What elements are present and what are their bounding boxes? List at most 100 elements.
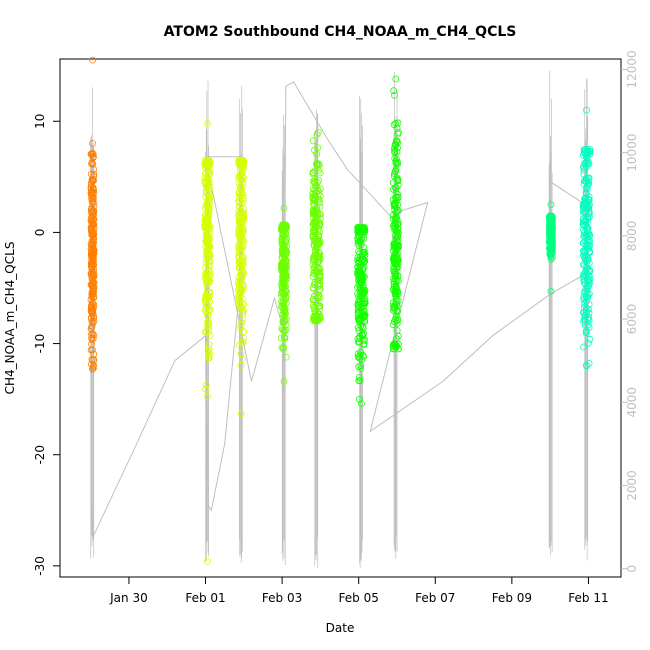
y-tick-label: 10 [33, 114, 47, 129]
data-point-outlier [203, 120, 211, 127]
data-point [580, 318, 587, 326]
data-point [236, 222, 244, 230]
data-point [201, 170, 209, 178]
data-point [360, 313, 368, 321]
data-point [391, 219, 399, 227]
y-tick-label: 0 [33, 229, 47, 237]
data-point [390, 340, 398, 348]
data-point [311, 234, 318, 242]
data-point [201, 179, 209, 187]
data-point [206, 161, 214, 169]
data-point-outlier [237, 158, 245, 166]
data-point [206, 271, 214, 279]
data-point [309, 206, 317, 214]
y2-tick-label: 12000 [625, 50, 639, 88]
data-point [87, 260, 95, 268]
data-point [280, 259, 288, 267]
x-tick-label: Feb 07 [415, 591, 455, 605]
data-point [90, 153, 97, 160]
data-point [547, 248, 554, 256]
data-point-outlier [583, 362, 590, 370]
data-point-outlier [357, 400, 365, 408]
data-point [355, 338, 363, 346]
data-point [580, 170, 588, 178]
data-point [359, 332, 367, 340]
data-point [355, 317, 363, 325]
data-point [583, 214, 591, 222]
data-point [205, 259, 213, 267]
data-point [281, 334, 289, 342]
data-point [354, 301, 362, 309]
data-point [393, 264, 401, 272]
data-point [389, 307, 397, 314]
data-point [87, 304, 95, 312]
data-point-outlier [203, 558, 211, 565]
data-point [88, 198, 96, 206]
data-point [355, 304, 363, 312]
data-point [357, 224, 365, 232]
data-point [354, 271, 362, 279]
data-point [390, 145, 398, 153]
data-point [355, 247, 363, 255]
data-point [311, 307, 319, 315]
data-point [580, 343, 587, 351]
data-point [309, 296, 317, 304]
altitude-line [91, 81, 590, 536]
data-point [204, 193, 212, 201]
data-point [205, 318, 213, 326]
data-point [310, 263, 318, 271]
data-point-outlier [313, 316, 321, 324]
data-point [585, 196, 593, 204]
data-point [585, 273, 593, 280]
data-point [238, 177, 246, 185]
data-point [87, 205, 95, 213]
data-point [282, 259, 290, 267]
data-point [280, 327, 288, 335]
data-point [359, 272, 367, 280]
data-point [204, 245, 212, 253]
data-point [237, 270, 245, 278]
data-point [392, 270, 400, 278]
data-point [548, 244, 556, 252]
data-point [390, 87, 398, 95]
data-point [90, 199, 97, 207]
data-point [235, 252, 243, 260]
x-tick-label: Feb 09 [492, 591, 532, 605]
y2-tick-label: 6000 [625, 304, 639, 335]
data-point [393, 317, 401, 325]
data-point [206, 306, 214, 314]
data-point [89, 149, 96, 157]
data-point [547, 222, 555, 230]
data-point [312, 223, 320, 231]
data-point [579, 221, 587, 229]
data-point [357, 227, 365, 235]
data-point [279, 318, 287, 326]
data-point [236, 244, 243, 252]
data-point [205, 326, 212, 334]
data-point [393, 319, 401, 327]
data-point [204, 354, 212, 362]
data-point [585, 175, 593, 183]
data-point [90, 293, 98, 301]
data-point [312, 291, 320, 299]
data-point [235, 300, 243, 308]
data-point [310, 255, 318, 263]
data-point [548, 240, 555, 248]
data-point [239, 208, 247, 216]
data-point [311, 179, 319, 187]
data-point [584, 150, 591, 158]
data-point [582, 188, 590, 196]
y2-tick-label: 8000 [625, 221, 639, 252]
data-point [235, 293, 242, 301]
data-point [311, 218, 319, 226]
data-point [89, 280, 97, 288]
data-point [236, 297, 244, 305]
data-point [584, 181, 592, 189]
data-point [358, 285, 365, 293]
data-point [583, 185, 591, 193]
data-point [90, 317, 98, 325]
data-point [358, 253, 366, 260]
data-point [355, 395, 363, 403]
data-point-outlier [237, 410, 245, 418]
